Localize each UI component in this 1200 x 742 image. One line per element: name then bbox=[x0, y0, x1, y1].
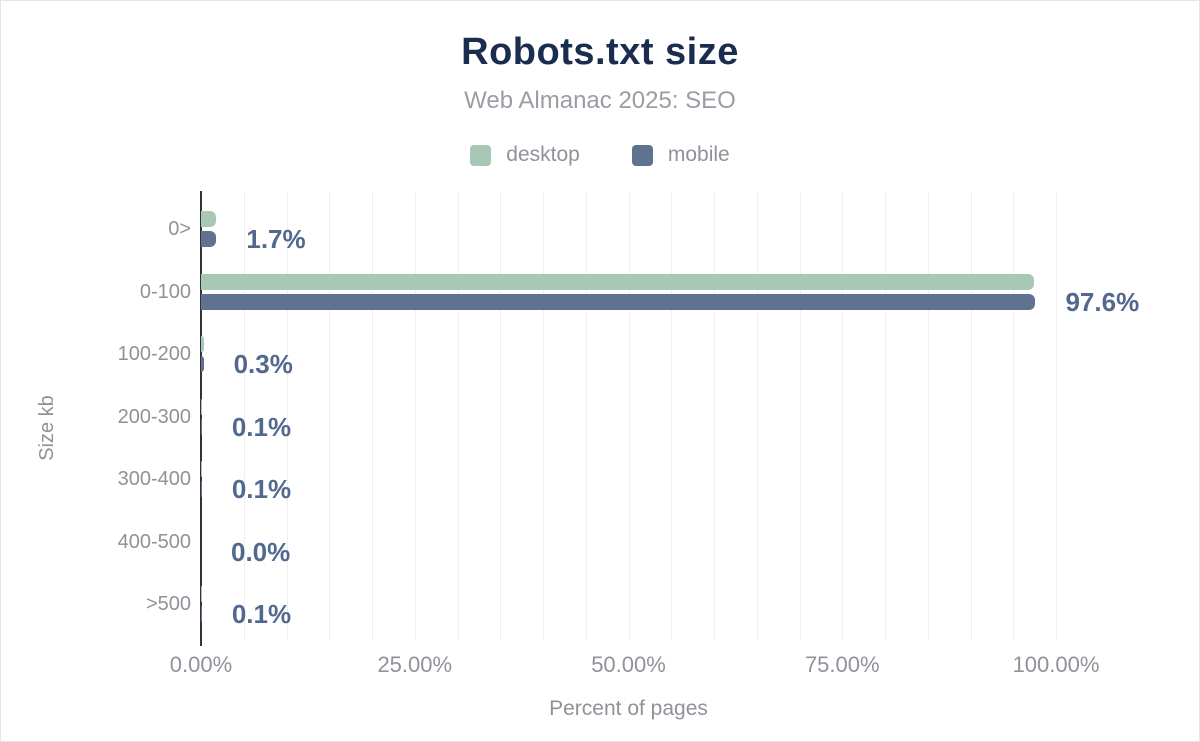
bar-desktop bbox=[201, 461, 202, 477]
bar-mobile bbox=[201, 356, 204, 372]
value-label: 0.3% bbox=[233, 349, 293, 379]
bar-desktop bbox=[201, 336, 204, 352]
x-tick-label: 100.00% bbox=[1012, 652, 1100, 677]
bar-mobile bbox=[201, 293, 1036, 310]
legend-label: desktop bbox=[506, 143, 580, 166]
x-tick-label: 25.00% bbox=[377, 652, 453, 677]
y-axis-title: Size kb bbox=[36, 395, 58, 461]
bar-mobile bbox=[201, 418, 202, 435]
legend-label: mobile bbox=[667, 143, 730, 166]
gridline bbox=[970, 191, 972, 641]
gridline bbox=[414, 191, 416, 641]
value-label: 1.7% bbox=[246, 224, 306, 254]
x-tick-label: 75.00% bbox=[804, 652, 880, 677]
chart-title: Robots.txt size bbox=[461, 31, 739, 73]
gridline bbox=[372, 191, 373, 641]
gridline bbox=[543, 191, 544, 641]
gridline bbox=[885, 191, 886, 641]
legend-item-mobile[interactable]: mobile bbox=[631, 143, 730, 167]
x-axis-title: Percent of pages bbox=[549, 697, 708, 720]
bar-desktop bbox=[201, 273, 1034, 290]
chart-subtitle: Web Almanac 2025: SEO bbox=[464, 87, 736, 114]
bar-desktop bbox=[201, 586, 202, 602]
category-label: 400-500 bbox=[117, 530, 191, 553]
category-label: 300-400 bbox=[117, 468, 191, 490]
category-label: >500 bbox=[145, 593, 191, 615]
gridline bbox=[756, 191, 758, 641]
legend-swatch-mobile bbox=[631, 144, 653, 166]
gridline bbox=[1013, 191, 1015, 641]
category-label: 0> bbox=[168, 218, 191, 240]
gridline bbox=[500, 191, 502, 641]
value-label: 0.1% bbox=[231, 474, 292, 504]
gridline bbox=[585, 191, 587, 641]
legend-item-desktop[interactable]: desktop bbox=[470, 143, 580, 167]
category-label: 0-100 bbox=[139, 280, 191, 303]
value-label: 0.0% bbox=[231, 536, 291, 567]
x-tick-label: 50.00% bbox=[591, 652, 666, 677]
gridline bbox=[714, 191, 715, 641]
gridline bbox=[286, 191, 288, 641]
bar-desktop bbox=[201, 211, 217, 227]
legend: desktop mobile bbox=[1, 143, 1199, 167]
gridline bbox=[243, 191, 245, 641]
gridline bbox=[799, 191, 801, 641]
bar-mobile bbox=[201, 481, 202, 497]
category-label: 200-300 bbox=[117, 405, 191, 428]
gridline bbox=[1056, 191, 1057, 641]
value-label: 0.1% bbox=[231, 599, 292, 629]
gridline bbox=[671, 191, 673, 641]
gridline bbox=[927, 191, 929, 641]
bar-desktop bbox=[201, 398, 202, 415]
bar-mobile bbox=[201, 606, 202, 622]
gridline bbox=[842, 191, 844, 641]
legend-swatch-desktop bbox=[470, 144, 492, 166]
bar-mobile bbox=[201, 231, 216, 247]
x-tick-label: 0.00% bbox=[169, 652, 233, 677]
value-label: 0.1% bbox=[231, 411, 292, 442]
category-label: 100-200 bbox=[117, 343, 191, 365]
gridline bbox=[329, 191, 331, 641]
gridline bbox=[457, 191, 459, 641]
gridline bbox=[628, 191, 630, 641]
value-label: 97.6% bbox=[1065, 286, 1140, 317]
